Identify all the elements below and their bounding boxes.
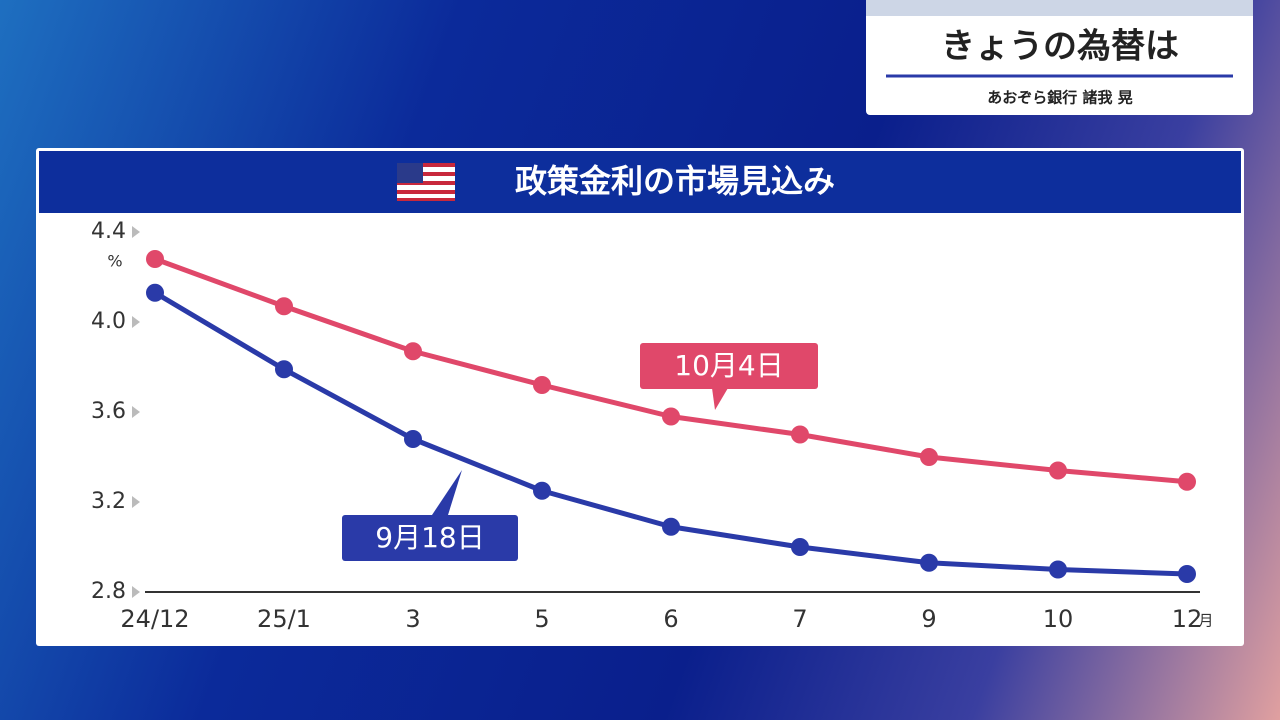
chart-card (36, 148, 1244, 646)
x-tick-label: 10 (1043, 605, 1074, 633)
data-point (533, 481, 551, 500)
y-tick-mark (132, 496, 140, 508)
data-point (404, 342, 422, 361)
x-unit: 月 (1198, 612, 1213, 630)
series-label: 9月18日 (375, 521, 484, 554)
data-point (920, 448, 938, 466)
data-point (1049, 461, 1067, 480)
data-point (1178, 472, 1196, 491)
x-tick-label: 24/12 (120, 605, 189, 633)
header-card (866, 0, 1253, 115)
y-unit: % (107, 252, 122, 271)
data-point (791, 425, 809, 444)
x-tick-label: 9 (921, 605, 936, 633)
series-label-box (640, 343, 818, 389)
header-title: きょうの為替は (941, 27, 1179, 67)
callout-pointer (712, 388, 728, 410)
x-tick-label: 25/1 (257, 605, 311, 633)
chart-title: 政策金利の市場見込み (515, 162, 835, 200)
data-point (146, 283, 164, 302)
data-point (275, 360, 293, 379)
x-tick-label: 7 (792, 605, 807, 633)
data-point (662, 517, 680, 536)
x-tick-label: 6 (663, 605, 678, 633)
header-strip (866, 0, 1253, 16)
data-point (1178, 565, 1196, 583)
y-tick-mark (132, 226, 140, 238)
x-tick-label: 12 (1172, 605, 1203, 633)
data-point (662, 407, 680, 426)
y-tick-mark (132, 406, 140, 418)
y-tick-label: 3.2 (91, 489, 126, 514)
data-point (533, 376, 551, 394)
data-point (791, 538, 809, 556)
chart-title-bar (39, 151, 1241, 213)
x-tick-label: 5 (534, 605, 549, 633)
y-tick-mark (132, 316, 140, 328)
series-label-box (342, 515, 518, 561)
data-point (275, 297, 293, 316)
us-flag (397, 163, 455, 201)
data-point (1049, 560, 1067, 579)
x-tick-label: 3 (405, 605, 420, 633)
series-label: 10月4日 (674, 349, 783, 382)
y-tick-label: 4.0 (91, 309, 126, 334)
data-point (146, 250, 164, 268)
y-tick-label: 4.4 (91, 219, 126, 244)
y-tick-label: 2.8 (91, 579, 126, 604)
data-point (404, 430, 422, 448)
y-tick-label: 3.6 (91, 399, 126, 424)
callout-pointer (432, 470, 462, 515)
header-subtitle: あおぞら銀行 諸我 晃 (987, 89, 1132, 107)
y-tick-mark (132, 586, 140, 598)
data-point (920, 553, 938, 572)
